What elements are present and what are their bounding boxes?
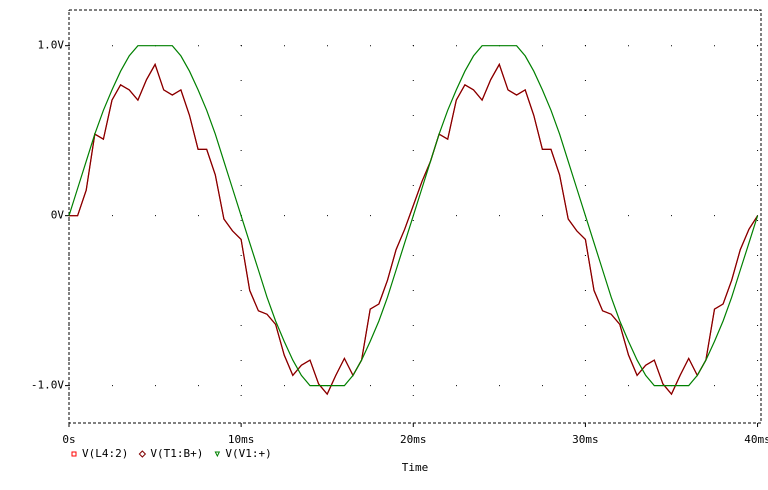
legend-marker — [71, 451, 77, 457]
x-axis-label: Time — [402, 461, 429, 474]
x-tick-label: 0s — [62, 433, 75, 446]
legend-label: V(T1:B+) — [150, 447, 203, 460]
series-line — [68, 45, 759, 387]
legend-label: V(L4:2) — [82, 447, 128, 460]
x-tick-label: 30ms — [572, 433, 599, 446]
y-tick-label: 0V — [51, 209, 65, 222]
series-line — [69, 62, 759, 396]
x-tick-label: 20ms — [400, 433, 427, 446]
legend-marker — [138, 450, 147, 458]
x-tick-label: 10ms — [228, 433, 255, 446]
x-tick-label: 40ms — [744, 433, 768, 446]
legend-label: V(V1:+) — [225, 447, 271, 460]
plot-frame — [68, 9, 762, 424]
y-tick-label: 1.0V — [38, 39, 65, 52]
legend-marker — [214, 451, 221, 458]
series-line — [69, 62, 759, 396]
y-tick-label: -1.0V — [31, 379, 64, 392]
